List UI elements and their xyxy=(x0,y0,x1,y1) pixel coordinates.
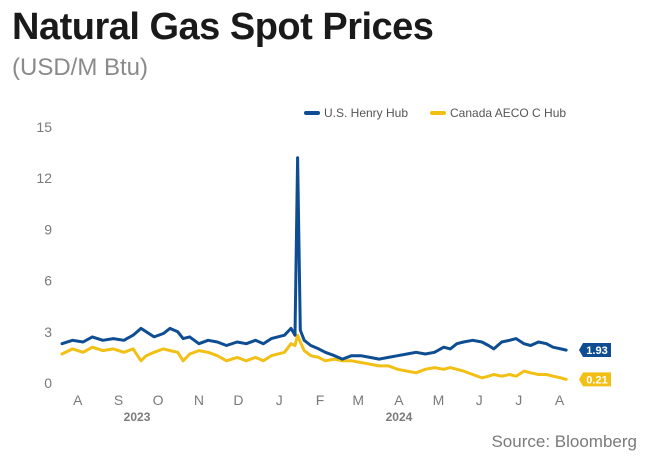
x-tick-label: A xyxy=(555,392,565,408)
end-label-badge xyxy=(579,343,611,358)
x-tick-label: J xyxy=(476,392,483,408)
legend-label: Canada AECO C Hub xyxy=(450,106,566,120)
series-layer xyxy=(60,156,568,381)
x-tick-label: N xyxy=(194,392,204,408)
y-tick-label: 6 xyxy=(44,273,52,289)
x-tick-label: J xyxy=(276,392,283,408)
x-tick-label: F xyxy=(316,392,325,408)
source-note: Source: Bloomberg xyxy=(491,432,637,451)
x-tick-label: O xyxy=(153,392,164,408)
x-tick-label: A xyxy=(73,392,83,408)
x-tick-label: M xyxy=(352,392,364,408)
x-axis: A S O N D J F M A M J J A 2023 2024 xyxy=(73,392,565,424)
x-tick-label: A xyxy=(394,392,404,408)
chart-subtitle: (USD/M Btu) xyxy=(12,54,149,81)
legend-label: U.S. Henry Hub xyxy=(324,106,408,120)
year-label: 2023 xyxy=(124,410,151,424)
end-label-badge xyxy=(579,372,611,387)
end-label-value: 1.93 xyxy=(586,345,607,357)
legend-item-aeco: Canada AECO C Hub xyxy=(430,106,566,120)
chart-title: Natural Gas Spot Prices xyxy=(12,6,434,48)
end-label-aeco: 0.21 xyxy=(579,372,611,387)
y-tick-label: 9 xyxy=(44,221,52,237)
x-tick-label: M xyxy=(433,392,445,408)
y-axis: 0 3 6 9 12 15 xyxy=(36,119,52,391)
y-tick-label: 12 xyxy=(36,170,52,186)
x-tick-label: J xyxy=(515,392,522,408)
series-line-aeco xyxy=(60,333,568,381)
y-tick-label: 0 xyxy=(44,375,52,391)
year-label: 2024 xyxy=(386,410,413,424)
legend: U.S. Henry Hub Canada AECO C Hub xyxy=(304,106,566,120)
end-label-henry-hub: 1.93 xyxy=(579,343,611,358)
y-tick-label: 15 xyxy=(36,119,52,135)
y-tick-label: 3 xyxy=(44,324,52,340)
x-tick-label: D xyxy=(233,392,243,408)
end-label-value: 0.21 xyxy=(586,374,607,386)
legend-item-henry-hub: U.S. Henry Hub xyxy=(304,106,408,120)
x-tick-label: S xyxy=(114,392,123,408)
series-line-henry-hub xyxy=(60,156,568,361)
end-labels: 1.93 0.21 xyxy=(579,343,611,387)
